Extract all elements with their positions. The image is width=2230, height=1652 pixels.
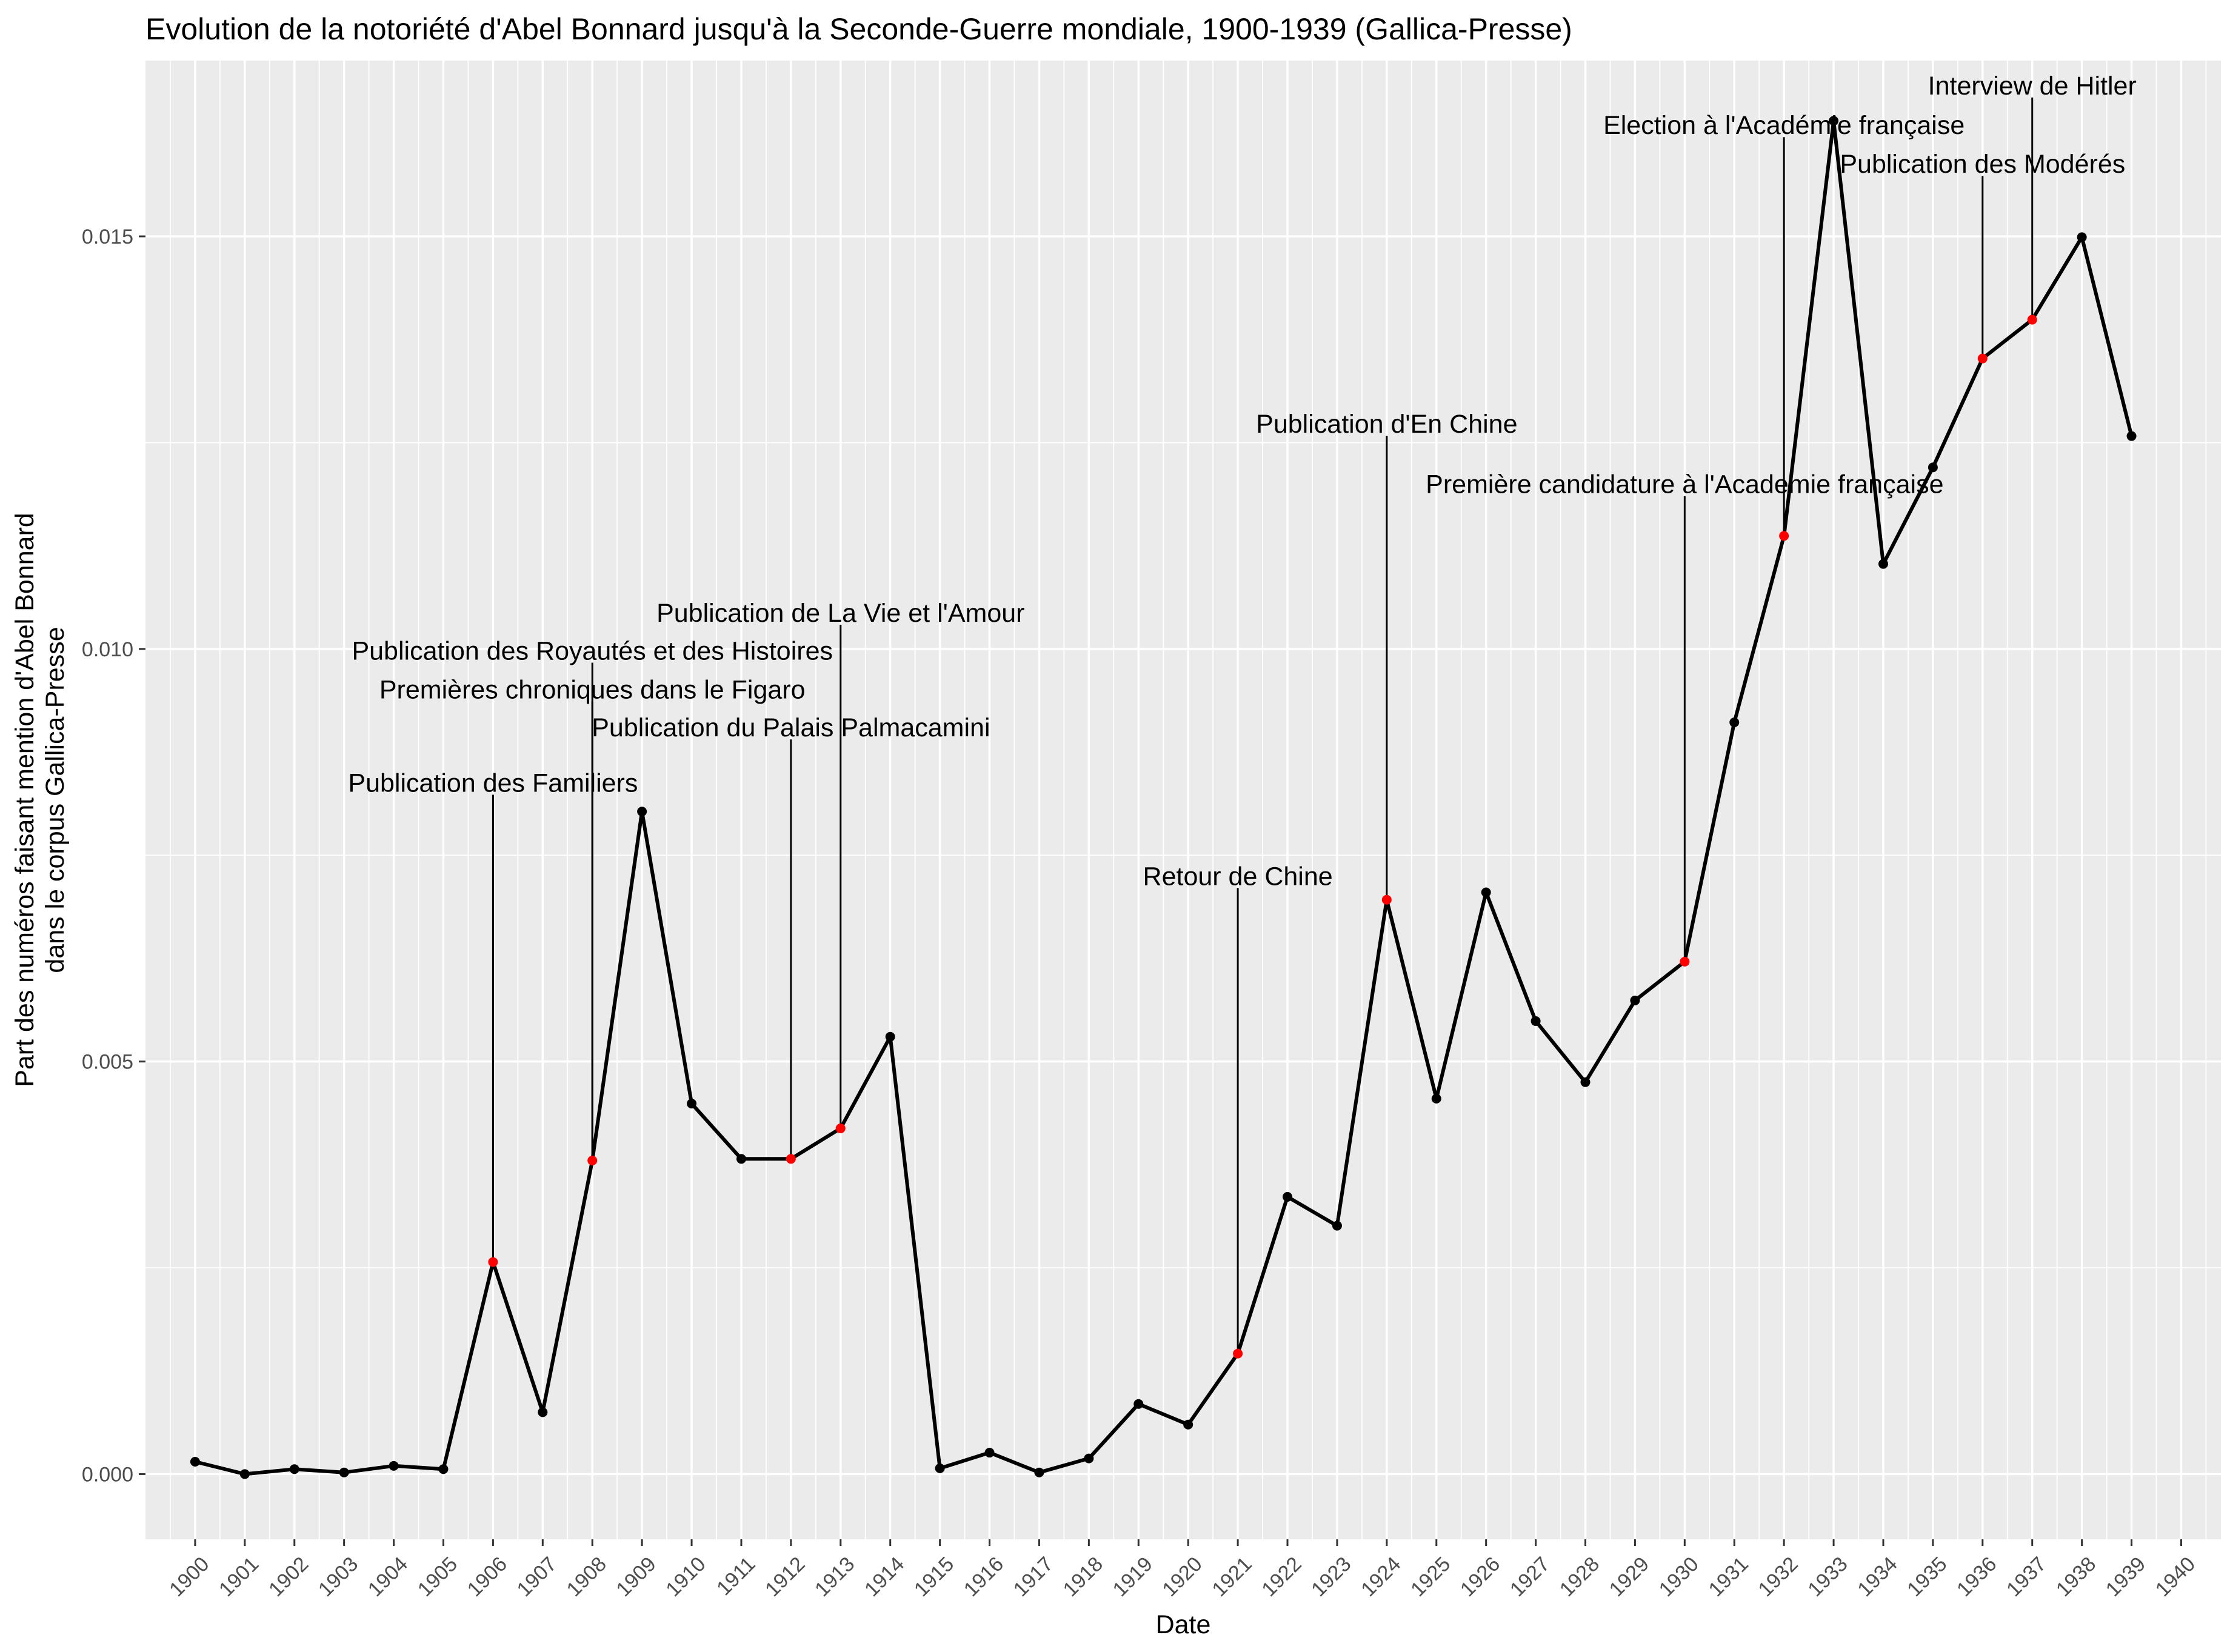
series-line [195,119,2134,1476]
annotation-label: Publication des Royautés et des Histoire… [352,637,833,666]
data-point [1183,1419,1193,1430]
data-point [1332,1221,1342,1231]
data-point [438,1464,449,1474]
highlight-point [1977,353,1988,364]
annotation-label: Interview de Hitler [1928,72,2137,101]
annotation-label: Première candidature à l'Academie frança… [1426,470,1943,499]
highlight-point [1233,1348,1243,1359]
y-tick-label: 0.005 [82,1051,133,1074]
data-point [1580,1077,1591,1087]
data-point [389,1460,399,1471]
data-point [1630,995,1640,1005]
data-point [2077,232,2087,242]
annotation-label: Retour de Chine [1143,862,1333,891]
data-point [239,1469,250,1479]
data-point [935,1463,945,1473]
y-axis: 0.000 0.005 0.010 0.015 [82,225,145,1486]
annotation-label: Publication des Familiers [348,768,638,798]
data-point [1431,1093,1441,1104]
data-points [190,116,2137,1479]
data-point [339,1467,349,1477]
series-path [195,119,2134,1476]
data-point [538,1407,548,1417]
chart-title: Evolution de la notoriété d'Abel Bonnard… [145,12,1572,46]
annotation-label: Premières chroniques dans le Figaro [379,676,806,705]
highlight-point [1381,894,1392,905]
y-axis-title: Part des numéros faisant mention d'Abel … [10,513,70,1087]
data-point [1531,1016,1541,1026]
annotation-lines [492,97,2034,1354]
y-tick-label: 0.010 [82,638,133,661]
data-point [1829,116,1839,126]
data-point [1084,1453,1094,1464]
y-axis-title-line: dans le corpus Gallica-Presse [41,627,70,973]
y-tick-label: 0.015 [82,225,133,248]
data-point [190,1457,200,1467]
data-point [637,807,647,817]
highlight-point [587,1156,598,1166]
highlight-point [488,1257,498,1267]
annotation-label: Election à l'Académie française [1603,111,1965,140]
data-point [1729,718,1740,728]
annotation-labels: Publication des Familiers Publication des… [348,72,2136,891]
data-point [1481,887,1491,898]
highlight-point [1680,956,1690,967]
highlight-point [786,1154,796,1164]
data-point [1283,1191,1293,1202]
data-point [1928,462,1938,473]
highlight-point [1779,531,1789,541]
data-point [1878,559,1888,569]
y-tick-label: 0.000 [82,1463,133,1486]
data-point [984,1448,995,1458]
highlight-point [2027,315,2037,325]
highlight-point [835,1123,846,1133]
data-point [736,1154,746,1164]
annotation-label: Publication d'En Chine [1256,410,1517,439]
data-point [1034,1467,1044,1477]
data-point [1133,1399,1144,1409]
annotation-label: Publication du Palais Palmacamini [592,713,990,742]
data-point [885,1031,895,1042]
grid-minor [145,61,2221,1539]
y-axis-title-line: Part des numéros faisant mention d'Abel … [10,513,39,1087]
data-point [2126,431,2137,441]
annotation-label: Publication de La Vie et l'Amour [656,599,1024,628]
annotation-label: Publication des Modérés [1840,150,2125,179]
data-point [289,1464,299,1474]
x-axis-title: Date [1156,1610,1211,1639]
plot-panel [145,61,2221,1539]
data-point [687,1099,697,1109]
